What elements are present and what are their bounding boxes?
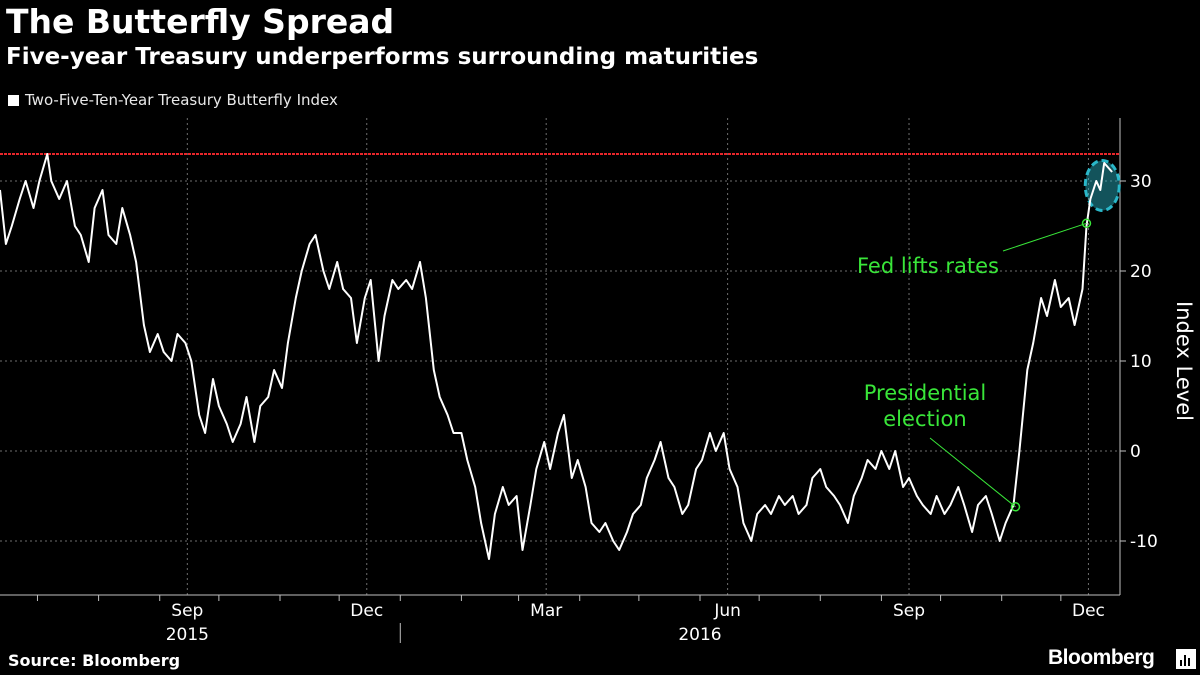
legend-swatch: [8, 94, 19, 106]
legend-label: Two-Five-Ten-Year Treasury Butterfly Ind…: [25, 91, 338, 109]
x-tick-label: Jun: [713, 601, 741, 621]
x-tick-label: Dec: [350, 601, 383, 621]
x-year-label: 2016: [678, 625, 721, 645]
annotation-marker-election: [1010, 502, 1021, 512]
annotation-presidential-election: election: [883, 407, 966, 431]
source-note: Source: Bloomberg: [8, 651, 181, 670]
chart-title: The Butterfly Spread: [6, 2, 395, 41]
annotation-leader-election: [929, 437, 1016, 508]
x-tick-label: Sep: [171, 601, 203, 621]
x-tick-label: Mar: [530, 601, 562, 621]
y-tick-label: -10: [1130, 532, 1158, 552]
x-tick-label: Dec: [1072, 601, 1105, 621]
x-tick-label: Sep: [893, 601, 925, 621]
y-axis-label: Index Level: [1172, 301, 1196, 421]
y-tick-label: 0: [1130, 442, 1141, 462]
chart-subtitle: Five-year Treasury underperforms surroun…: [6, 44, 759, 70]
y-tick-label: 10: [1130, 352, 1152, 372]
annotation-leader-fed: [1002, 222, 1087, 252]
y-tick-label: 20: [1130, 262, 1152, 282]
highlight-ellipse: [1083, 159, 1121, 212]
y-tick-label: 30: [1130, 172, 1152, 192]
bloomberg-logo-mark: [1176, 649, 1196, 669]
legend: Two-Five-Ten-Year Treasury Butterfly Ind…: [8, 91, 338, 109]
annotation-marker-fed: [1081, 218, 1092, 229]
annotation-presidential-election: Presidential: [864, 381, 987, 405]
series-line: [0, 153, 1113, 560]
x-year-label: 2015: [166, 625, 209, 645]
bloomberg-logo: Bloomberg: [1048, 646, 1155, 669]
annotation-fed-lifts-rates: Fed lifts rates: [857, 254, 999, 278]
